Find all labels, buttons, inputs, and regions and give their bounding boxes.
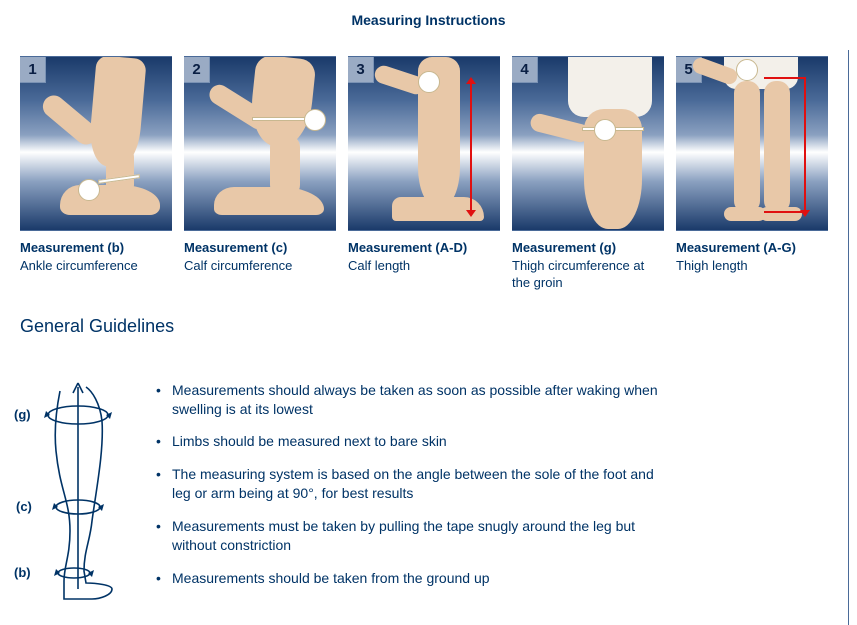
- guidelines-section: (g) (c) (b) Measurements should always b…: [0, 353, 857, 616]
- step-label: Measurement (g): [512, 239, 664, 257]
- step-2: 2 Measurement (c) Calf circumference: [184, 56, 336, 292]
- list-item: Measurements must be taken by pulling th…: [156, 517, 676, 555]
- thumb-1: 1: [20, 56, 172, 231]
- step-label: Measurement (b): [20, 239, 172, 257]
- list-item: Measurements should be taken from the gr…: [156, 569, 676, 588]
- thumb-4: 4: [512, 56, 664, 231]
- step-3: 3 Measurement (A-D) Calf length: [348, 56, 500, 292]
- step-label: Measurement (A-D): [348, 239, 500, 257]
- leg-outline-icon: [20, 381, 138, 616]
- marker-g: (g): [14, 407, 31, 422]
- page-title: Measuring Instructions: [0, 0, 857, 28]
- step-desc: Thigh circumference at the groin: [512, 257, 664, 292]
- list-item: Limbs should be measured next to bare sk…: [156, 432, 676, 451]
- step-number: 3: [348, 57, 374, 83]
- step-desc: Ankle circumference: [20, 257, 172, 275]
- step-label: Measurement (c): [184, 239, 336, 257]
- steps-row: 1 Measurement (b) Ankle circumference 2: [0, 28, 857, 292]
- step-label: Measurement (A-G): [676, 239, 828, 257]
- step-desc: Thigh length: [676, 257, 828, 275]
- step-desc: Calf circumference: [184, 257, 336, 275]
- step-desc: Calf length: [348, 257, 500, 275]
- marker-c: (c): [16, 499, 32, 514]
- list-item: Measurements should always be taken as s…: [156, 381, 676, 419]
- marker-b: (b): [14, 565, 31, 580]
- step-number: 1: [20, 57, 46, 83]
- step-5: 5 Measurement (A-G) Thigh length: [676, 56, 828, 292]
- leg-diagram: (g) (c) (b): [20, 381, 138, 616]
- list-item: The measuring system is based on the ang…: [156, 465, 676, 503]
- thumb-5: 5: [676, 56, 828, 231]
- guidelines-heading: General Guidelines: [20, 316, 837, 337]
- thumb-3: 3: [348, 56, 500, 231]
- step-1: 1 Measurement (b) Ankle circumference: [20, 56, 172, 292]
- guidelines-list: Measurements should always be taken as s…: [156, 381, 676, 602]
- thumb-2: 2: [184, 56, 336, 231]
- step-4: 4 Measurement (g) Thigh circumference at…: [512, 56, 664, 292]
- step-number: 2: [184, 57, 210, 83]
- step-number: 4: [512, 57, 538, 83]
